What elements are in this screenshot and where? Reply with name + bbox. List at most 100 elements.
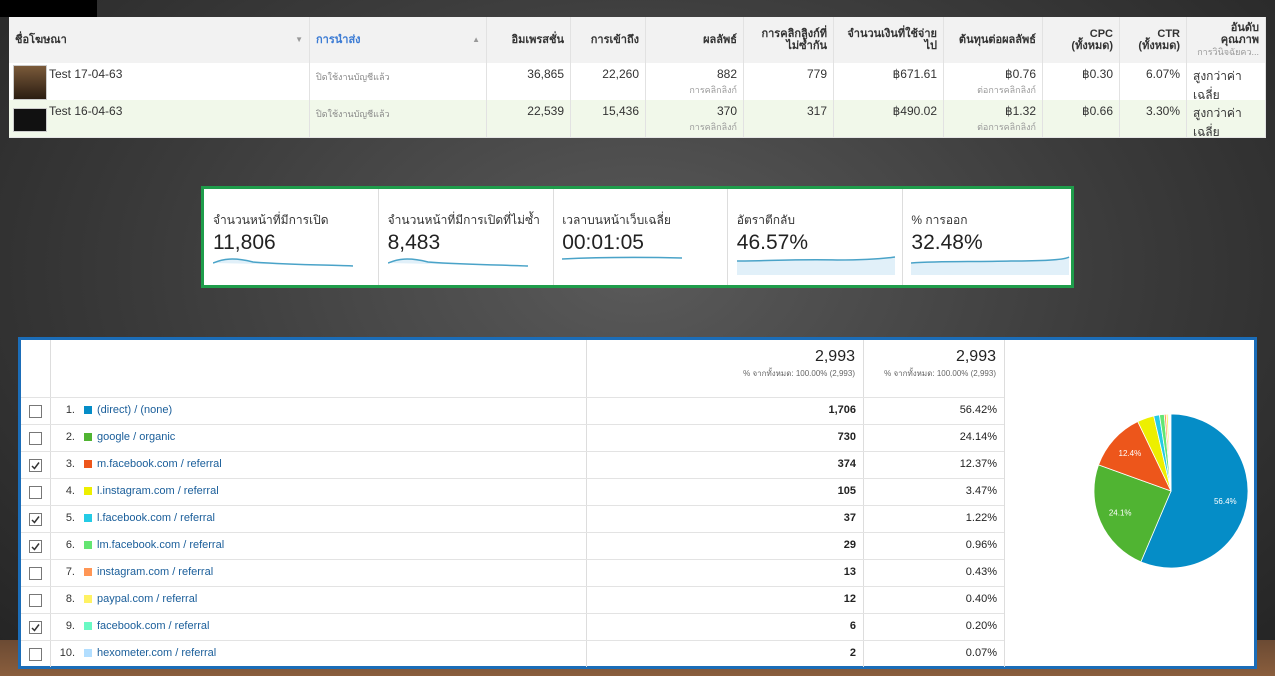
- metric-value: 8,483: [387, 231, 441, 254]
- cell-text: สูงกว่าค่าเฉลี่ย: [1193, 69, 1242, 100]
- row-checkbox[interactable]: [29, 486, 42, 499]
- cell-text: สูงกว่าค่าเฉลี่ย: [1193, 106, 1242, 137]
- row-checkbox[interactable]: [29, 432, 42, 445]
- sort-icon: ▲: [472, 35, 480, 44]
- ad-row: [9, 63, 1266, 101]
- row-line: [21, 559, 1004, 560]
- row-rank: 5.: [65, 512, 75, 524]
- cell-text: ปิดใช้งานบัญชีแล้ว: [316, 72, 390, 82]
- source-link[interactable]: l.instagram.com / referral: [97, 485, 219, 497]
- row-swatch: [84, 460, 92, 468]
- row-checkbox[interactable]: [29, 540, 42, 553]
- pie-label: 24.1%: [1109, 508, 1132, 517]
- source-link[interactable]: google / organic: [97, 431, 176, 443]
- row-line: [21, 532, 1004, 533]
- total-sub: % จากทั้งหมด: 100.00% (2,993): [884, 369, 996, 378]
- sessions: 29: [843, 539, 856, 551]
- check-mark: [31, 462, 40, 470]
- sparkline: [911, 256, 1070, 275]
- cell-text: 15,436: [602, 104, 639, 118]
- ads-table: ชื่อโฆษณา ▼ การนำส่ง ▲ อิมเพรสชั่น การเข้าถึง…: [9, 17, 1266, 138]
- cell-text: 882: [716, 67, 737, 81]
- header-row: [21, 340, 1004, 398]
- source-link[interactable]: (direct) / (none): [97, 404, 173, 416]
- percent: 12.37%: [959, 458, 997, 470]
- sort-icon: ▼: [295, 35, 303, 44]
- row-checkbox[interactable]: [29, 405, 42, 418]
- sessions: 13: [843, 566, 856, 578]
- header-cell: CPC (ทั้งหมด): [1043, 17, 1120, 63]
- header-cell: อันดับคุณภาพ การวินิจฉัยคว...: [1187, 17, 1266, 63]
- sparkline: [213, 258, 354, 267]
- row-rank: 1.: [65, 404, 75, 416]
- cell-text: 779: [806, 67, 827, 81]
- pie-slice: [1093, 464, 1172, 563]
- percent: 0.07%: [965, 647, 997, 659]
- total-sub: % จากทั้งหมด: 100.00% (2,993): [743, 369, 855, 378]
- metric-card: อัตราตีกลับ 46.57%: [728, 189, 903, 285]
- traffic-table: 56.4% 24.1% 12.4% 2,993 % จากทั้งหมด: 100.0…: [18, 337, 1257, 669]
- row-checkbox[interactable]: [29, 513, 42, 526]
- percent: 24.14%: [959, 431, 997, 443]
- ad-cell: ปิดใช้งานบัญชีแล้ว: [310, 100, 487, 137]
- header-cell: จำนวนเงินที่ใช้จ่ายไป: [834, 17, 944, 63]
- row-checkbox[interactable]: [29, 567, 42, 580]
- row-checkbox[interactable]: [29, 621, 42, 634]
- check-path: [31, 543, 40, 551]
- sparkline-line: [736, 256, 895, 262]
- ad-row: [9, 100, 1266, 138]
- check-mark: [31, 516, 40, 524]
- row-line: [21, 397, 1004, 398]
- row-rank: 2.: [65, 431, 75, 443]
- row-rank: 9.: [65, 620, 75, 632]
- result-note: การคลิกลิงก์: [689, 85, 737, 95]
- sparkline-line: [213, 258, 354, 267]
- ad-cell: 15,436: [571, 100, 646, 137]
- cell-text: ปิดใช้งานบัญชีแล้ว: [316, 109, 390, 119]
- ad-cell: ฿490.02: [834, 100, 944, 137]
- ad-cell: 779: [744, 63, 834, 100]
- pie-slice: [1098, 421, 1172, 492]
- column-divider: [50, 340, 51, 667]
- metric-value: 46.57%: [736, 231, 809, 254]
- cell-text: 3.30%: [1145, 104, 1180, 118]
- header-note: การวินิจฉัยคว...: [1197, 47, 1259, 57]
- metric-card: เวลาบนหน้าเว็บเฉลี่ย 00:01:05: [553, 189, 729, 285]
- ad-cell: Test 17-04-63: [9, 63, 310, 100]
- percent: 0.96%: [965, 539, 997, 551]
- metric-card: จำนวนหน้าที่มีการเปิด 11,806: [204, 189, 379, 285]
- percent: 56.42%: [959, 404, 997, 416]
- source-link[interactable]: m.facebook.com / referral: [97, 458, 222, 470]
- header-cell: CTR (ทั้งหมด): [1120, 17, 1187, 63]
- row-swatch: [84, 649, 92, 657]
- percent: 0.20%: [965, 620, 997, 632]
- row-swatch: [84, 568, 92, 576]
- row-checkbox[interactable]: [29, 594, 42, 607]
- source-link[interactable]: lm.facebook.com / referral: [97, 539, 225, 551]
- header-label: CTR (ทั้งหมด): [1138, 28, 1180, 52]
- source-link[interactable]: instagram.com / referral: [97, 566, 214, 578]
- total-value: 2,993: [955, 348, 996, 365]
- ad-cell: 36,865: [487, 63, 571, 100]
- ad-cell: 3.30%: [1120, 100, 1187, 137]
- sessions: 1,706: [828, 404, 856, 416]
- cell-text: 36,865: [527, 67, 564, 81]
- row-swatch: [84, 541, 92, 549]
- metric-label: % การออก: [911, 213, 968, 227]
- row-checkbox[interactable]: [29, 459, 42, 472]
- check-mark: [31, 543, 40, 551]
- column-divider: [586, 340, 587, 667]
- row-rank: 8.: [65, 593, 75, 605]
- ad-thumbnail: [13, 108, 47, 132]
- source-link[interactable]: l.facebook.com / referral: [97, 512, 215, 524]
- row-checkbox[interactable]: [29, 648, 42, 661]
- source-link[interactable]: facebook.com / referral: [97, 620, 210, 632]
- row-line: [21, 478, 1004, 479]
- sparkline-line: [387, 258, 528, 267]
- row-swatch: [84, 406, 92, 414]
- ad-cell: ปิดใช้งานบัญชีแล้ว: [310, 63, 487, 100]
- source-link[interactable]: paypal.com / referral: [97, 593, 198, 605]
- source-link[interactable]: hexometer.com / referral: [97, 647, 217, 659]
- result-note: การคลิกลิงก์: [689, 122, 737, 132]
